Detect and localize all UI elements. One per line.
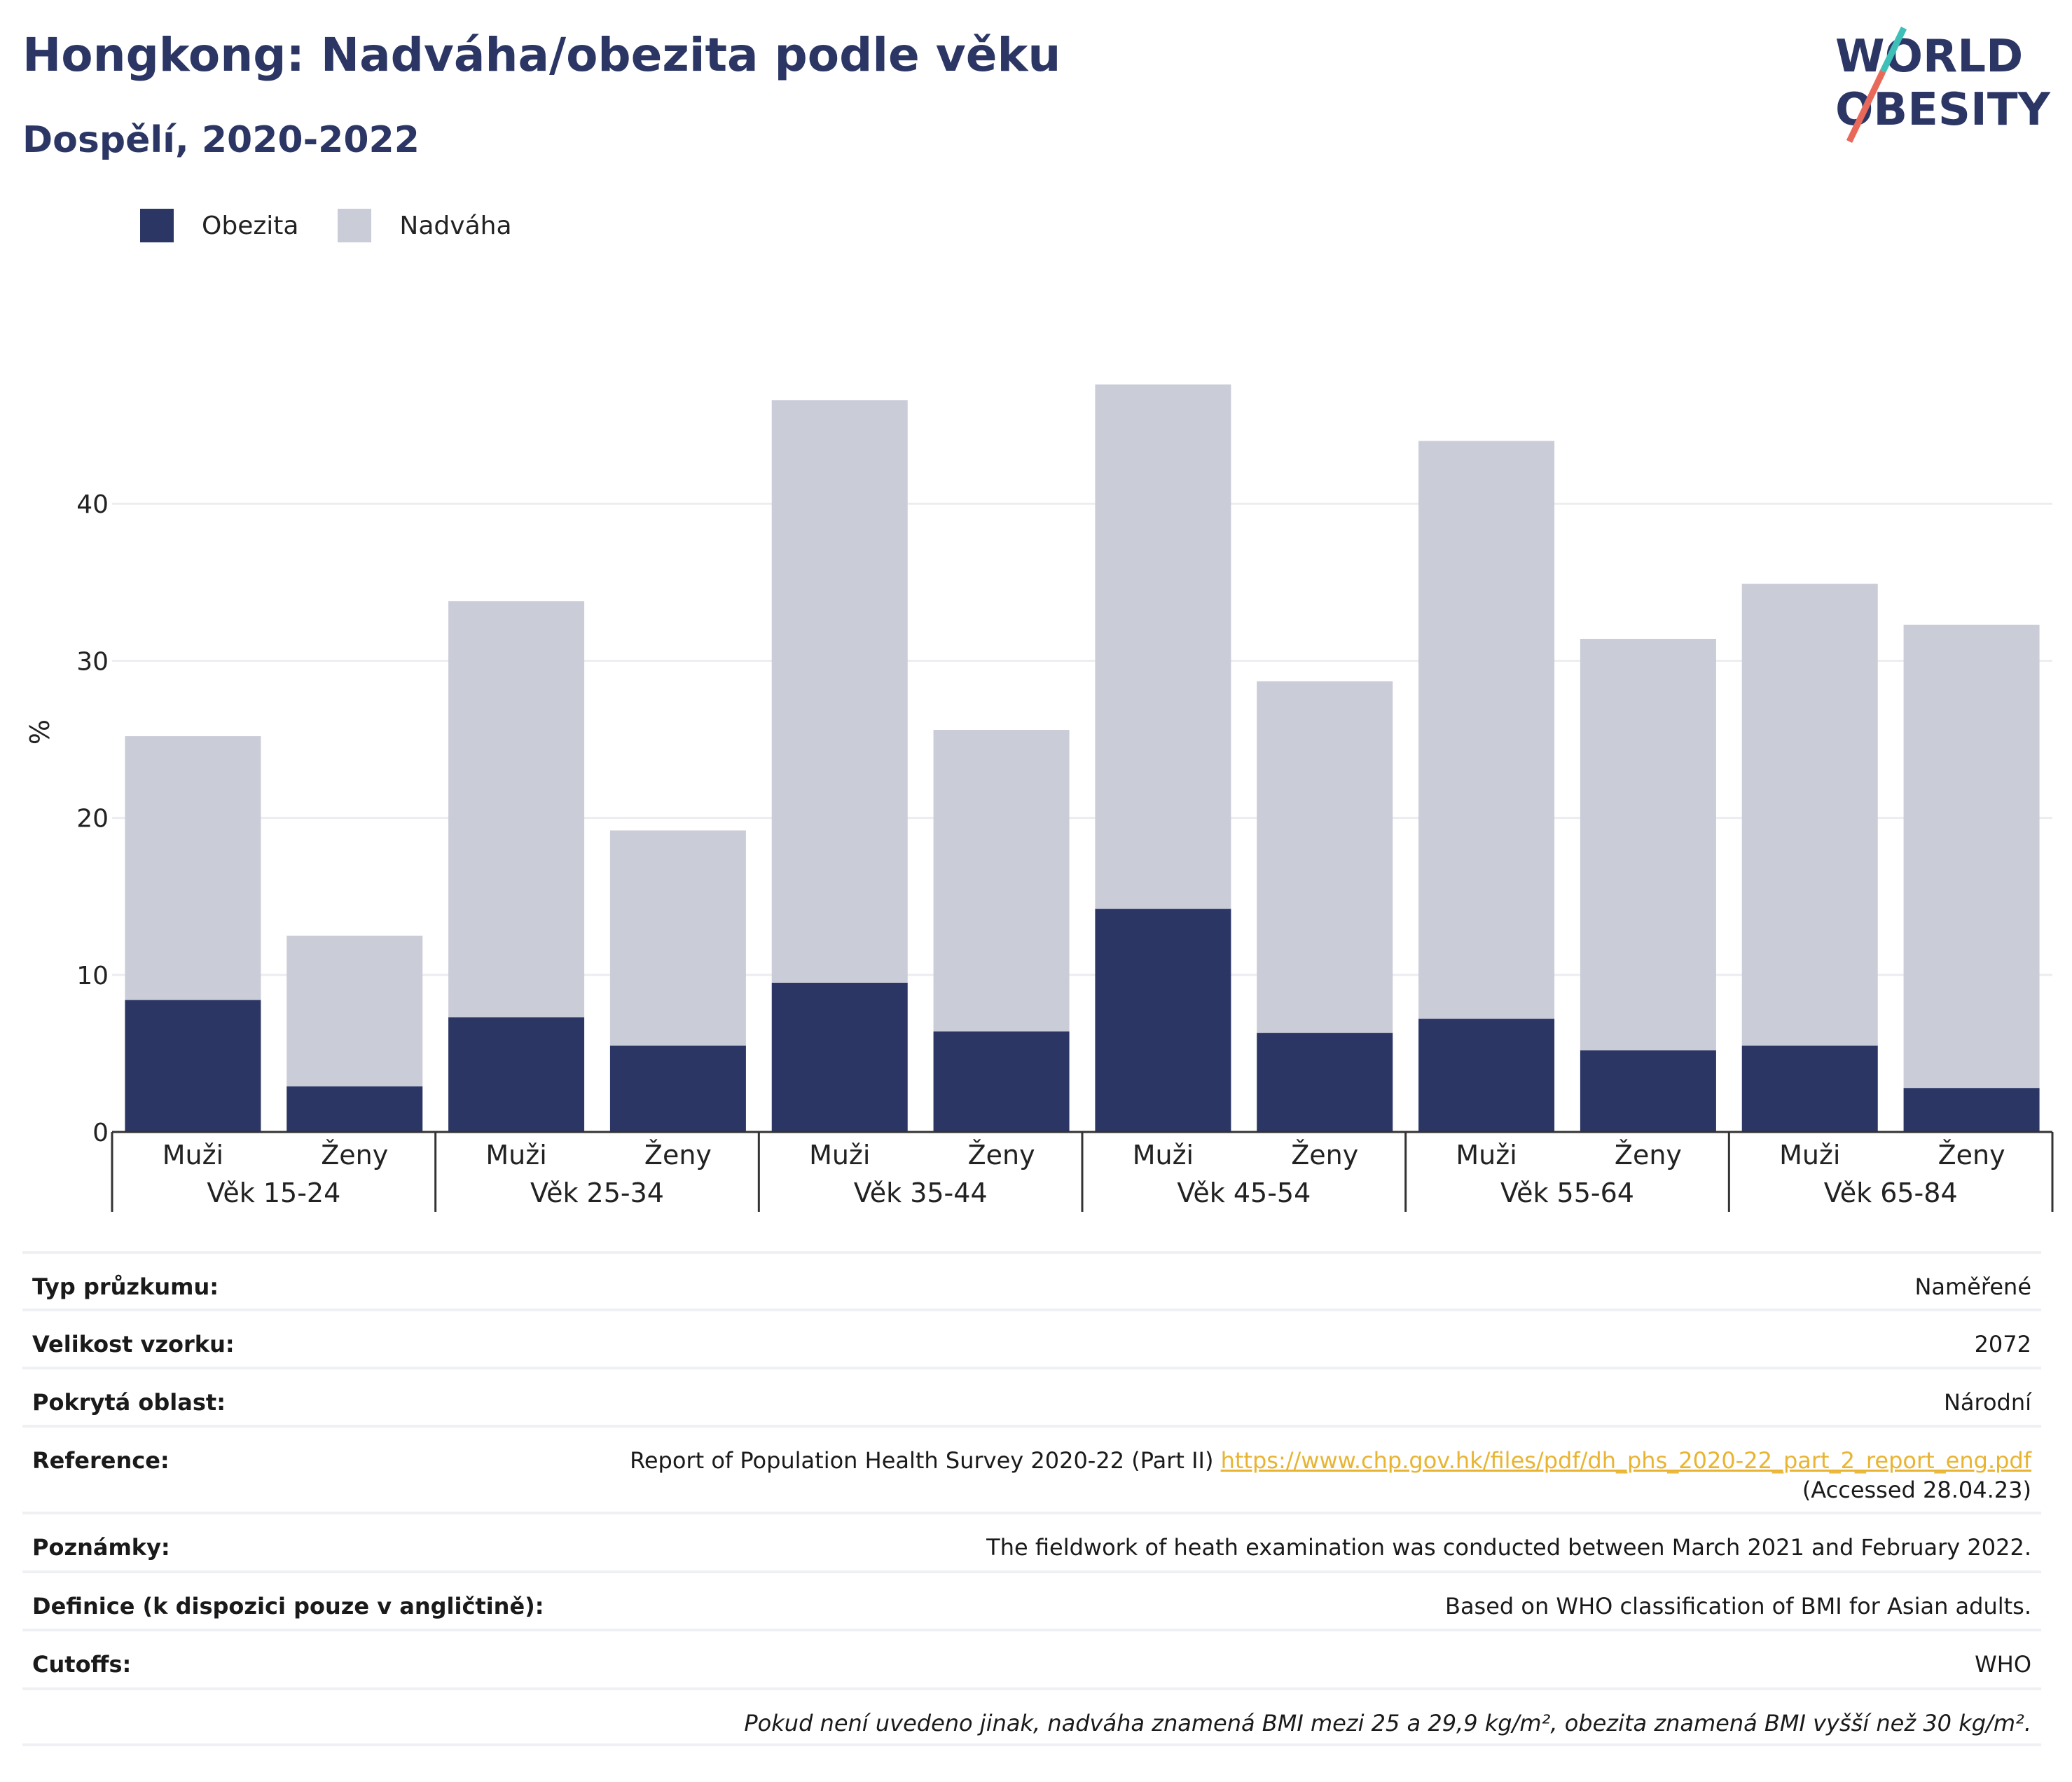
- bar-obezita: [933, 1031, 1070, 1132]
- bar-obezita: [125, 1000, 261, 1132]
- info-value: The fieldwork of heath examination was c…: [986, 1534, 2031, 1561]
- legend-swatch-nadvaha: [338, 209, 372, 242]
- chart-title: Hongkong: Nadváha/obezita podle věku: [22, 28, 1061, 82]
- x-category-label: Ženy: [968, 1140, 1035, 1170]
- bar-nadvaha: [933, 730, 1070, 1032]
- info-row-survey-type: Typ průzkumu: Naměřené: [22, 1251, 2041, 1308]
- legend-item-obezita[interactable]: Obezita: [140, 209, 298, 242]
- y-tick-label: 40: [76, 490, 109, 519]
- bar-nadvaha: [1257, 681, 1393, 1033]
- x-category-label: Muži: [163, 1140, 223, 1170]
- bar-nadvaha: [609, 830, 746, 1046]
- reference-accessed: (Accessed 28.04.23): [1802, 1477, 2031, 1503]
- bar-obezita: [286, 1086, 423, 1132]
- info-row-notes: Poznámky: The fieldwork of heath examina…: [22, 1512, 2041, 1570]
- bar-nadvaha: [1903, 624, 2040, 1089]
- x-category-label: Ženy: [644, 1140, 712, 1170]
- bar-nadvaha: [448, 601, 585, 1018]
- info-key: Poznámky:: [32, 1534, 170, 1561]
- bar-obezita: [609, 1045, 746, 1132]
- bar-obezita: [1095, 909, 1231, 1132]
- info-value: Národní: [1943, 1389, 2031, 1416]
- bar-obezita: [1741, 1045, 1878, 1132]
- legend-item-nadvaha[interactable]: Nadváha: [338, 209, 512, 242]
- x-group-label: Věk 35-44: [854, 1177, 988, 1208]
- info-key: Cutoffs:: [32, 1651, 132, 1678]
- info-value: Report of Population Health Survey 2020-…: [630, 1446, 2031, 1505]
- legend-swatch-obezita: [140, 209, 174, 242]
- info-key: Reference:: [32, 1447, 170, 1474]
- info-value: WHO: [1975, 1651, 2031, 1678]
- stacked-bar-chart: 0 10 20 30 40% Muži Ženy Věk 15-24 Muži Ženy Věk 2…: [25, 384, 2054, 1212]
- y-tick-label: 20: [76, 805, 109, 834]
- bar-nadvaha: [1095, 384, 1231, 909]
- x-group-label: Věk 65-84: [1824, 1177, 1958, 1208]
- x-category-label: Muži: [1456, 1140, 1517, 1170]
- survey-info-table: Typ průzkumu: Naměřené Velikost vzorku: …: [22, 1251, 2041, 1746]
- info-key: Velikost vzorku:: [32, 1331, 235, 1358]
- chart-subtitle: Dospělí, 2020-2022: [22, 119, 420, 161]
- info-row-footnote: Pokud není uvedeno jinak, nadváha znamen…: [22, 1687, 2041, 1746]
- bar-nadvaha: [1741, 583, 1878, 1046]
- info-row-definition: Definice (k dispozici pouze v angličtině…: [22, 1570, 2041, 1629]
- reference-text: Report of Population Health Survey 2020-…: [630, 1447, 1214, 1474]
- bar-obezita: [1257, 1032, 1393, 1132]
- x-category-label: Muži: [485, 1140, 546, 1170]
- x-category-label: Ženy: [1615, 1140, 1682, 1170]
- info-value: Based on WHO classification of BMI for A…: [1444, 1593, 2031, 1619]
- reference-link[interactable]: https://www.chp.gov.hk/files/pdf/dh_phs_…: [1220, 1447, 2031, 1474]
- info-row-reference: Reference: Report of Population Health S…: [22, 1425, 2041, 1512]
- x-group-label: Věk 25-34: [530, 1177, 664, 1208]
- bar-nadvaha: [1580, 639, 1716, 1051]
- bar-obezita: [1580, 1050, 1716, 1132]
- bar-nadvaha: [771, 400, 908, 983]
- legend: Obezita Nadváha: [140, 209, 551, 242]
- svg-text:WORLD: WORLD: [1835, 31, 2023, 83]
- bar-obezita: [1418, 1018, 1555, 1132]
- y-tick-label: 0: [92, 1119, 109, 1147]
- bar-obezita: [771, 983, 908, 1132]
- bar-obezita: [1903, 1088, 2040, 1132]
- y-axis-title: %: [25, 719, 55, 745]
- y-tick-label: 30: [76, 647, 109, 676]
- info-row-cutoffs: Cutoffs: WHO: [22, 1629, 2041, 1687]
- x-group-label: Věk 15-24: [207, 1177, 340, 1208]
- bar-nadvaha: [286, 935, 423, 1086]
- info-row-area: Pokrytá oblast: Národní: [22, 1367, 2041, 1425]
- info-key: Typ průzkumu:: [32, 1273, 219, 1300]
- info-key: Pokrytá oblast:: [32, 1389, 226, 1416]
- x-group-label: Věk 55-64: [1500, 1177, 1634, 1208]
- footnote: Pokud není uvedeno jinak, nadváha znamen…: [744, 1710, 2031, 1736]
- x-category-label: Ženy: [1291, 1140, 1358, 1170]
- x-category-label: Ženy: [1938, 1140, 2005, 1170]
- x-group-label: Věk 45-54: [1177, 1177, 1311, 1208]
- x-category-label: Ženy: [321, 1140, 388, 1170]
- info-value: Naměřené: [1914, 1273, 2031, 1300]
- legend-label-nadvaha: Nadváha: [399, 211, 512, 240]
- info-value: 2072: [1974, 1331, 2031, 1358]
- x-category-label: Muži: [1133, 1140, 1194, 1170]
- legend-label-obezita: Obezita: [202, 211, 299, 240]
- bar-nadvaha: [125, 736, 261, 1000]
- info-row-sample-size: Velikost vzorku: 2072: [22, 1308, 2041, 1367]
- bar-nadvaha: [1418, 441, 1555, 1019]
- y-tick-label: 10: [76, 962, 109, 990]
- world-obesity-logo: WORLD OBESITY: [1835, 27, 2050, 143]
- x-category-label: Muži: [1779, 1140, 1840, 1170]
- x-category-label: Muži: [809, 1140, 870, 1170]
- bar-obezita: [448, 1017, 585, 1132]
- info-key: Definice (k dispozici pouze v angličtině…: [32, 1593, 544, 1619]
